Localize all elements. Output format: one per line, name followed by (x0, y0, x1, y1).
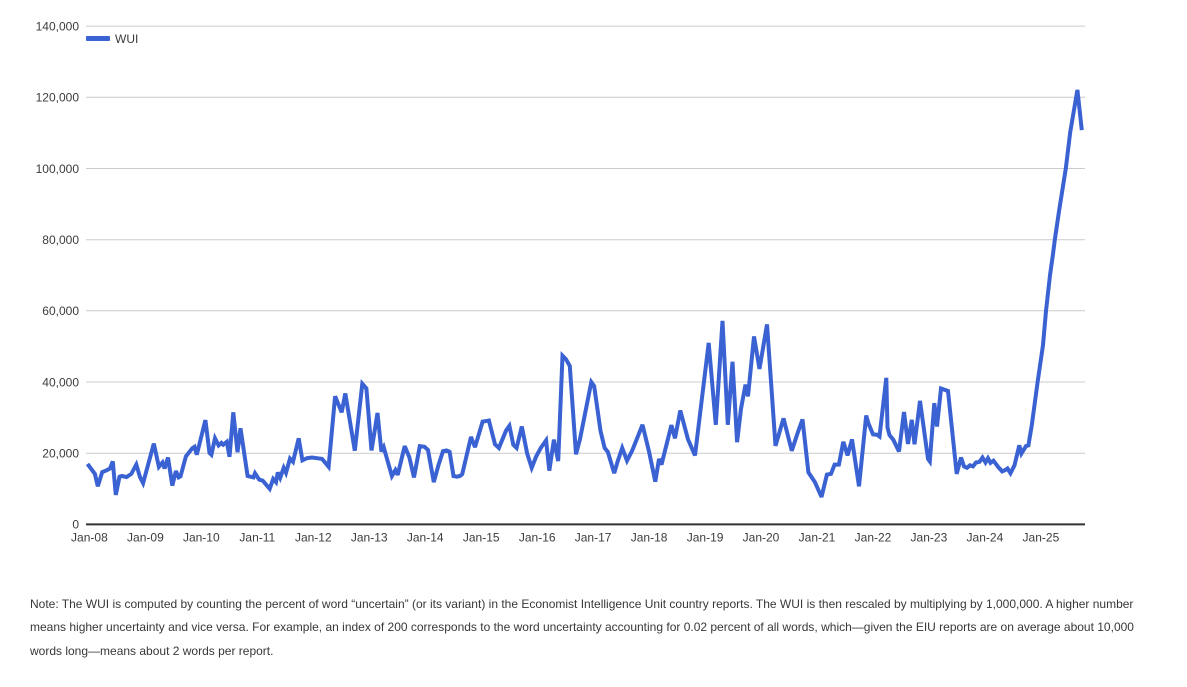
svg-text:Jan-16: Jan-16 (519, 531, 556, 545)
svg-text:Jan-23: Jan-23 (911, 531, 948, 545)
svg-text:WUI: WUI (115, 32, 138, 46)
svg-text:Jan-11: Jan-11 (239, 531, 275, 545)
svg-text:20,000: 20,000 (42, 447, 79, 461)
svg-text:Jan-20: Jan-20 (743, 531, 780, 545)
svg-text:60,000: 60,000 (42, 304, 79, 318)
svg-text:Jan-09: Jan-09 (127, 531, 164, 545)
svg-text:Jan-12: Jan-12 (295, 531, 332, 545)
svg-text:Jan-17: Jan-17 (575, 531, 612, 545)
svg-text:40,000: 40,000 (42, 375, 79, 389)
svg-text:Jan-21: Jan-21 (799, 531, 836, 545)
svg-text:Jan-14: Jan-14 (407, 531, 444, 545)
svg-text:100,000: 100,000 (36, 162, 80, 176)
svg-text:Jan-22: Jan-22 (855, 531, 892, 545)
svg-text:Jan-19: Jan-19 (687, 531, 724, 545)
svg-text:80,000: 80,000 (42, 233, 79, 247)
svg-text:Jan-13: Jan-13 (351, 531, 388, 545)
svg-text:0: 0 (72, 518, 79, 532)
svg-text:Jan-08: Jan-08 (71, 531, 108, 545)
svg-text:Jan-15: Jan-15 (463, 531, 500, 545)
svg-text:Jan-25: Jan-25 (1023, 531, 1060, 545)
svg-text:140,000: 140,000 (36, 19, 80, 33)
svg-text:Jan-18: Jan-18 (631, 531, 668, 545)
svg-text:120,000: 120,000 (36, 91, 80, 105)
svg-text:Jan-24: Jan-24 (967, 531, 1004, 545)
svg-text:Jan-10: Jan-10 (183, 531, 220, 545)
